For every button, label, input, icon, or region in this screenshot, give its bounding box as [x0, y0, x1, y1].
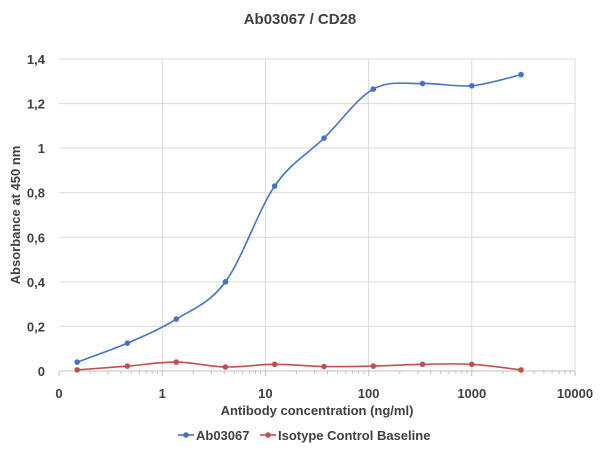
- y-tick-label: 0,4: [27, 275, 46, 290]
- data-point: [124, 340, 131, 346]
- data-point: [419, 361, 426, 368]
- data-point: [74, 367, 80, 373]
- y-tick-label: 0,8: [27, 186, 45, 201]
- x-tick-label: 0: [55, 386, 62, 401]
- data-point: [271, 361, 278, 368]
- y-tick-label: 1,4: [27, 52, 46, 67]
- x-tick-label: 10000: [557, 386, 593, 401]
- data-point: [271, 183, 278, 189]
- data-point: [222, 364, 229, 370]
- data-point: [518, 71, 524, 78]
- x-axis-label: Antibody concentration (ng/ml): [221, 403, 414, 418]
- y-tick-label: 0,2: [27, 319, 45, 334]
- series-line-isotype-control: [77, 361, 522, 371]
- data-point: [321, 135, 327, 141]
- data-point: [173, 316, 180, 322]
- data-point: [124, 363, 131, 369]
- y-tick-label: 0,6: [27, 230, 45, 245]
- legend-label: Ab03067: [196, 428, 249, 443]
- legend: Ab03067 Isotype Control Baseline: [178, 428, 430, 443]
- series-line-ab03067: [76, 73, 522, 363]
- data-point: [370, 86, 377, 92]
- data-point: [469, 82, 475, 89]
- data-point: [518, 367, 524, 373]
- data-point: [173, 359, 180, 365]
- x-tick-label: 1000: [457, 386, 486, 401]
- x-tick-label: 10: [258, 386, 272, 401]
- y-axis-label: Absorbance at 450 nm: [8, 146, 23, 285]
- data-point: [469, 361, 475, 368]
- data-point: [321, 363, 327, 370]
- data-point: [74, 359, 80, 365]
- y-tick-label: 0: [38, 364, 45, 379]
- data-point: [419, 80, 426, 87]
- y-tick-label: 1,2: [27, 97, 45, 112]
- legend-marker: [183, 432, 189, 438]
- chart-title: Ab03067 / CD28: [244, 11, 357, 28]
- legend-label: Isotype Control Baseline: [278, 428, 430, 443]
- legend-marker: [265, 432, 271, 438]
- data-point: [222, 279, 229, 285]
- x-tick-label: 1: [159, 386, 166, 401]
- y-tick-label: 1: [38, 141, 45, 156]
- x-tick-label: 100: [358, 386, 380, 401]
- data-point: [370, 363, 377, 369]
